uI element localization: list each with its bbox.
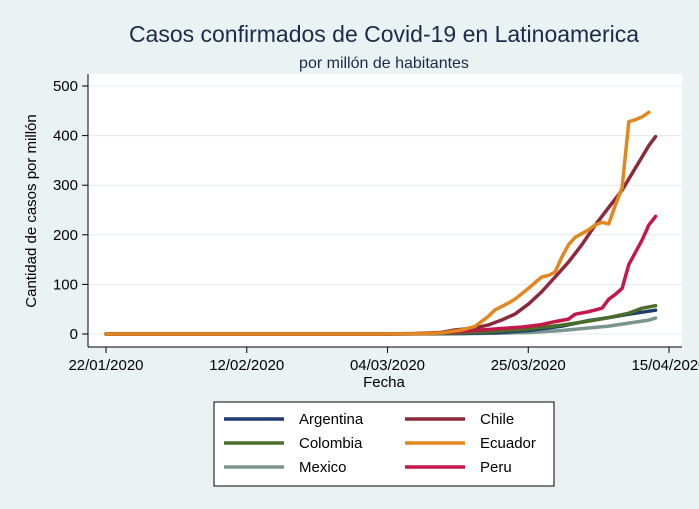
plot-area (88, 74, 682, 347)
legend-label-colombia: Colombia (299, 435, 363, 452)
y-axis-ticks: 0 100 200 300 400 500 (53, 78, 88, 343)
legend-label-ecuador: Ecuador (480, 435, 536, 452)
chart-title: Casos confirmados de Covid-19 en Latinoa… (129, 21, 639, 47)
legend: Argentina Chile Colombia Ecuador Mexico Peru (224, 411, 536, 476)
y-tick-label: 0 (70, 326, 78, 343)
y-tick-label: 100 (53, 276, 78, 293)
series-lines (104, 110, 658, 336)
y-tick-label: 500 (53, 78, 78, 95)
legend-label-peru: Peru (480, 459, 512, 476)
x-axis-label: Fecha (363, 374, 405, 391)
legend-label-argentina: Argentina (299, 411, 364, 428)
y-tick-label: 400 (53, 128, 78, 145)
x-tick-label: 22/01/2020 (68, 357, 143, 374)
y-tick-label: 200 (53, 227, 78, 244)
gridlines (88, 85, 682, 335)
legend-label-mexico: Mexico (299, 459, 347, 476)
x-tick-label: 04/03/2020 (350, 357, 425, 374)
chart-subtitle: por millón de habitantes (299, 55, 469, 72)
x-tick-label: 12/02/2020 (209, 357, 284, 374)
x-axis-ticks: 22/01/2020 12/02/2020 04/03/2020 25/03/2020… (68, 347, 699, 374)
series-line-ecuador (104, 110, 651, 336)
x-tick-label: 15/04/2020 (631, 357, 699, 374)
y-tick-label: 300 (53, 177, 78, 194)
x-tick-label: 25/03/2020 (491, 357, 566, 374)
y-axis-label: Cantidad de casos por millón (23, 114, 40, 307)
legend-label-chile: Chile (480, 411, 514, 428)
